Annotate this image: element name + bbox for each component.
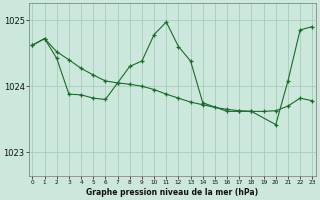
X-axis label: Graphe pression niveau de la mer (hPa): Graphe pression niveau de la mer (hPa) bbox=[86, 188, 259, 197]
